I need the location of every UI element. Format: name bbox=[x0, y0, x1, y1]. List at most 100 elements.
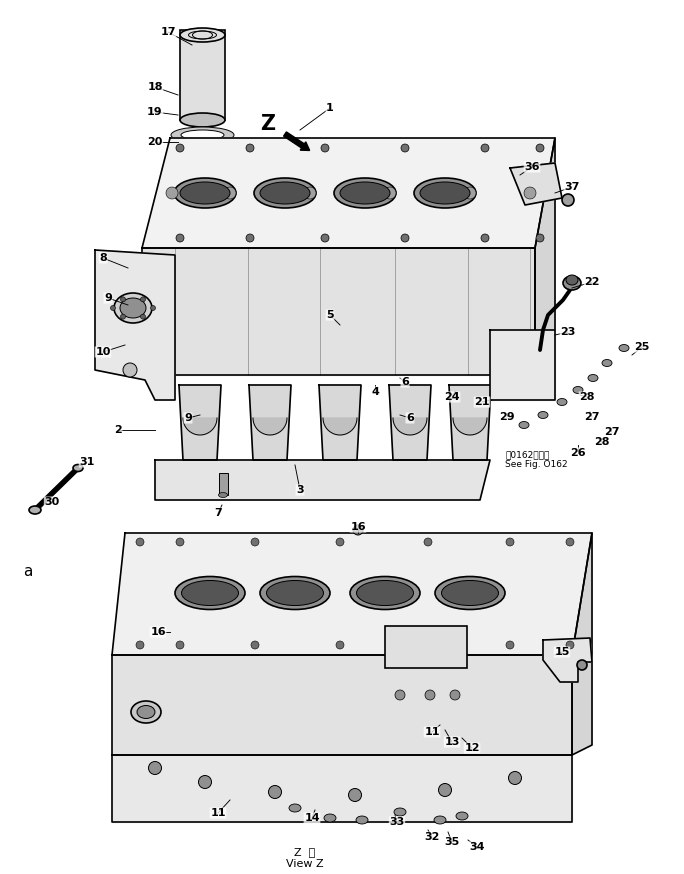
Circle shape bbox=[450, 690, 460, 700]
Ellipse shape bbox=[588, 374, 598, 381]
Circle shape bbox=[198, 775, 211, 788]
Ellipse shape bbox=[114, 293, 152, 323]
Ellipse shape bbox=[356, 580, 414, 606]
Ellipse shape bbox=[456, 812, 468, 820]
Circle shape bbox=[321, 144, 329, 152]
Circle shape bbox=[508, 772, 521, 785]
Ellipse shape bbox=[420, 182, 470, 204]
Text: 4: 4 bbox=[371, 387, 379, 397]
Ellipse shape bbox=[171, 144, 234, 160]
Text: 11: 11 bbox=[424, 727, 440, 737]
Ellipse shape bbox=[563, 276, 581, 290]
Polygon shape bbox=[543, 638, 592, 682]
Text: 5: 5 bbox=[326, 310, 334, 320]
Ellipse shape bbox=[180, 182, 230, 204]
Circle shape bbox=[353, 525, 363, 535]
Ellipse shape bbox=[619, 344, 629, 351]
Text: 15: 15 bbox=[554, 647, 570, 657]
Polygon shape bbox=[510, 163, 562, 205]
Polygon shape bbox=[393, 418, 427, 435]
Text: 9: 9 bbox=[184, 413, 192, 423]
Circle shape bbox=[536, 144, 544, 152]
Circle shape bbox=[251, 641, 259, 649]
Circle shape bbox=[176, 144, 184, 152]
Polygon shape bbox=[112, 755, 572, 822]
Circle shape bbox=[562, 194, 574, 206]
Text: 6: 6 bbox=[401, 377, 409, 387]
Ellipse shape bbox=[181, 580, 239, 606]
Circle shape bbox=[166, 187, 178, 199]
Polygon shape bbox=[155, 460, 490, 500]
FancyArrow shape bbox=[284, 132, 310, 150]
Polygon shape bbox=[453, 418, 487, 435]
Ellipse shape bbox=[538, 412, 548, 419]
Text: 30: 30 bbox=[44, 497, 60, 507]
Ellipse shape bbox=[324, 814, 336, 822]
Text: 33: 33 bbox=[389, 817, 405, 827]
Ellipse shape bbox=[566, 275, 578, 285]
Ellipse shape bbox=[131, 701, 161, 723]
Circle shape bbox=[246, 234, 254, 242]
Text: 31: 31 bbox=[79, 457, 94, 467]
Ellipse shape bbox=[519, 421, 529, 428]
Circle shape bbox=[349, 788, 362, 801]
Circle shape bbox=[336, 641, 344, 649]
Ellipse shape bbox=[218, 493, 228, 497]
Bar bbox=[219, 473, 228, 495]
Circle shape bbox=[464, 187, 476, 199]
Text: 6: 6 bbox=[406, 413, 414, 423]
Ellipse shape bbox=[73, 464, 83, 471]
Ellipse shape bbox=[356, 816, 368, 824]
Text: 12: 12 bbox=[464, 743, 479, 753]
Circle shape bbox=[481, 234, 489, 242]
Text: 14: 14 bbox=[304, 813, 320, 823]
Text: 35: 35 bbox=[445, 837, 460, 847]
Circle shape bbox=[136, 641, 144, 649]
Ellipse shape bbox=[120, 298, 146, 318]
Polygon shape bbox=[142, 138, 555, 248]
Polygon shape bbox=[253, 418, 287, 435]
Ellipse shape bbox=[180, 113, 225, 127]
Text: 1: 1 bbox=[326, 103, 334, 113]
Circle shape bbox=[566, 641, 574, 649]
Polygon shape bbox=[389, 385, 431, 460]
Circle shape bbox=[120, 314, 125, 319]
Circle shape bbox=[336, 538, 344, 546]
Text: 26: 26 bbox=[570, 448, 586, 458]
Circle shape bbox=[140, 297, 146, 302]
Ellipse shape bbox=[254, 178, 316, 208]
Circle shape bbox=[524, 187, 536, 199]
Circle shape bbox=[401, 144, 409, 152]
Ellipse shape bbox=[441, 580, 499, 606]
Circle shape bbox=[321, 234, 329, 242]
Circle shape bbox=[506, 538, 514, 546]
Circle shape bbox=[140, 314, 146, 319]
Text: 16: 16 bbox=[150, 627, 166, 637]
Ellipse shape bbox=[394, 808, 406, 816]
Circle shape bbox=[481, 144, 489, 152]
Text: 16: 16 bbox=[350, 522, 366, 532]
Polygon shape bbox=[95, 250, 175, 400]
Text: 2: 2 bbox=[114, 425, 122, 435]
Text: 37: 37 bbox=[564, 182, 579, 192]
Circle shape bbox=[120, 297, 125, 302]
Circle shape bbox=[246, 144, 254, 152]
Circle shape bbox=[438, 783, 451, 796]
Bar bbox=[385, 626, 467, 668]
Circle shape bbox=[424, 641, 432, 649]
Ellipse shape bbox=[602, 359, 612, 366]
Ellipse shape bbox=[171, 127, 234, 143]
Circle shape bbox=[506, 641, 514, 649]
Polygon shape bbox=[112, 655, 572, 755]
Polygon shape bbox=[323, 418, 357, 435]
Circle shape bbox=[401, 234, 409, 242]
Text: 8: 8 bbox=[99, 253, 107, 263]
Polygon shape bbox=[572, 533, 592, 755]
Text: Z: Z bbox=[261, 114, 276, 134]
Polygon shape bbox=[449, 385, 491, 460]
Text: a: a bbox=[23, 565, 33, 579]
Circle shape bbox=[304, 187, 316, 199]
Ellipse shape bbox=[171, 160, 234, 176]
Circle shape bbox=[566, 538, 574, 546]
Circle shape bbox=[111, 306, 116, 310]
